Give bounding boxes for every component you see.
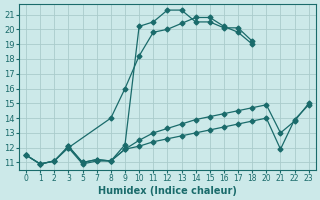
X-axis label: Humidex (Indice chaleur): Humidex (Indice chaleur): [98, 186, 237, 196]
